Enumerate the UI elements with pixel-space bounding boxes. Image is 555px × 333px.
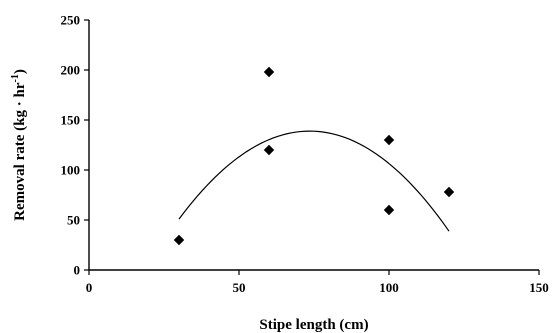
y-axis-title-close: )	[12, 69, 28, 74]
x-tick-label: 100	[379, 280, 399, 295]
data-point	[383, 134, 395, 146]
y-tick-label: 100	[61, 163, 81, 178]
trendline	[178, 130, 450, 232]
y-tick-label: 50	[67, 213, 80, 228]
y-tick-label: 200	[61, 63, 81, 78]
y-axis-title: Removal rate (kg · hr-1)	[10, 69, 28, 221]
x-tick-label: 150	[529, 280, 549, 295]
y-axis-title-main: Removal rate (kg · hr	[12, 82, 28, 221]
data-point	[263, 66, 275, 78]
y-tick-label: 150	[61, 113, 81, 128]
data-points	[173, 66, 455, 246]
data-point	[443, 186, 455, 198]
y-tick-label: 250	[61, 13, 81, 28]
y-tick-label: 0	[74, 263, 81, 278]
axes	[88, 20, 539, 271]
data-point	[263, 144, 275, 156]
y-axis-title-sup: -1	[10, 74, 21, 82]
data-point	[173, 234, 185, 246]
x-axis-title: Stipe length (cm)	[259, 317, 368, 333]
ticks: 0 50 100 150 200 250 0 50 100 150	[61, 13, 549, 296]
x-tick-label: 50	[233, 280, 246, 295]
data-point	[383, 204, 395, 216]
x-tick-label: 0	[86, 280, 93, 295]
